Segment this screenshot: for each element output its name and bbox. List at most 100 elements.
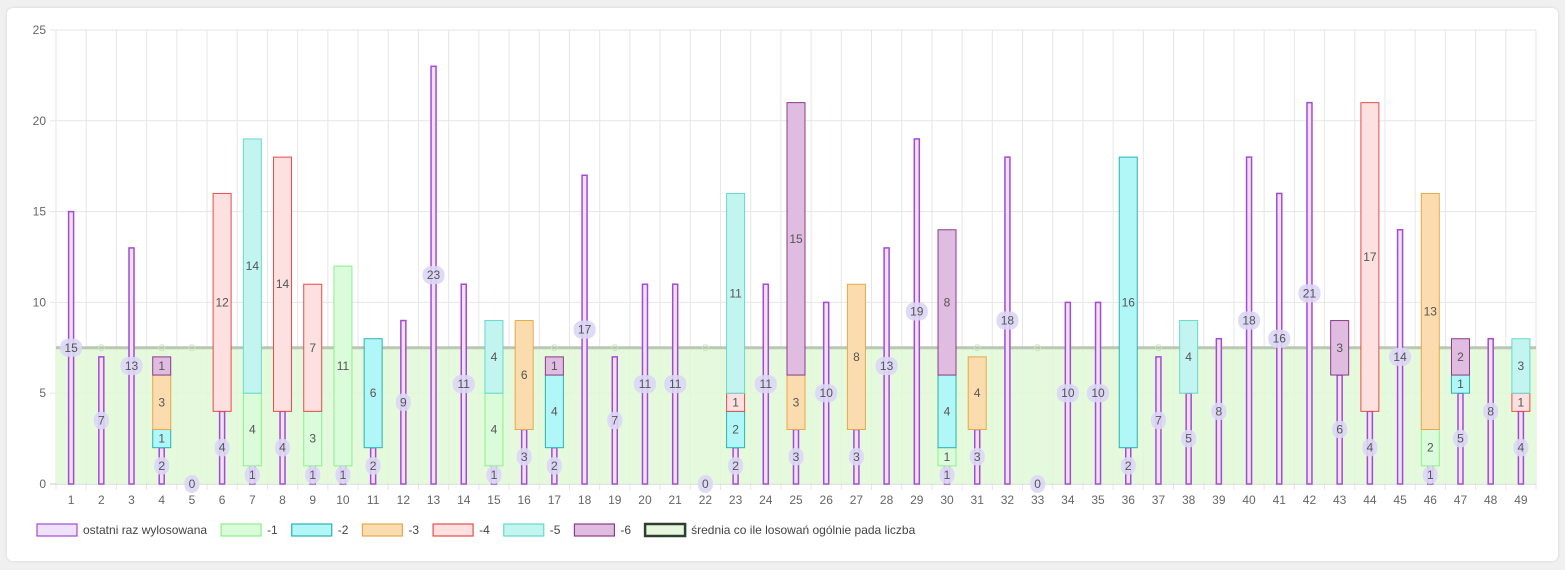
- x-tick-label: 40: [1242, 493, 1256, 507]
- label-bubble: [395, 393, 411, 412]
- segment-label: 2: [551, 459, 558, 473]
- label-bubble: [788, 447, 804, 466]
- label-bubble: [1452, 429, 1468, 448]
- segment-label: 11: [760, 377, 773, 391]
- x-tick-label: 14: [457, 493, 471, 507]
- x-tick-label: 10: [336, 493, 350, 507]
- legend-label: -4: [479, 523, 490, 537]
- segment-label: 7: [309, 341, 316, 355]
- x-tick-label: 6: [219, 493, 226, 507]
- label-bubble: [875, 356, 898, 375]
- bar-offset5-38: [1179, 320, 1199, 394]
- segment-label: 7: [98, 413, 105, 427]
- segment-label: 1: [551, 359, 558, 373]
- bar-offset6-17: [544, 356, 564, 376]
- segment-label: 4: [1518, 441, 1525, 455]
- label-bubble: [573, 320, 596, 339]
- legend-label: -5: [550, 523, 561, 537]
- segment-label: 1: [158, 359, 165, 373]
- segment-label: 5: [1457, 432, 1464, 446]
- average-point: [97, 344, 105, 352]
- segment-label: 8: [1487, 404, 1494, 418]
- legend-label: średnia co ile losowań ogólnie pada licz…: [691, 523, 915, 537]
- segment-label: 4: [1367, 441, 1374, 455]
- segment-label: 7: [611, 413, 618, 427]
- segment-label: 1: [158, 432, 165, 446]
- bar-offset6-4: [152, 356, 172, 376]
- legend-label: ostatni raz wylosowana: [83, 523, 207, 537]
- segment-label: 11: [458, 377, 471, 391]
- label-bubble: [1238, 311, 1261, 330]
- segment-label: 2: [732, 459, 739, 473]
- segment-label: 13: [1424, 304, 1438, 318]
- x-tick-label: 43: [1333, 493, 1347, 507]
- x-tick-label: 1: [68, 493, 75, 507]
- segment-label: 15: [789, 232, 803, 246]
- label-bubble: [607, 411, 623, 430]
- segment-label: 5: [1185, 432, 1192, 446]
- segment-label: 3: [853, 450, 860, 464]
- bar-offset5-49: [1511, 338, 1531, 394]
- segment-label: 1: [340, 468, 347, 482]
- x-tick-label: 31: [971, 493, 985, 507]
- y-tick-label: 10: [33, 295, 47, 309]
- label-bubble: [1120, 456, 1136, 475]
- label-bubble: [815, 384, 838, 403]
- legend: ostatni raz wylosowana -1 -2 -3 -4 -5 -6 średni…: [36, 522, 916, 538]
- segment-label: 1: [1457, 377, 1464, 391]
- segment-label: 14: [1393, 350, 1407, 364]
- legend-label: -6: [620, 523, 631, 537]
- legend-swatch: [643, 522, 687, 538]
- bar-offset6-25: [786, 102, 806, 376]
- segment-label: 6: [1336, 423, 1343, 437]
- x-tick-label: 15: [487, 493, 501, 507]
- segment-label: 16: [1122, 295, 1136, 309]
- label-bubble: [905, 302, 928, 321]
- segment-label: 11: [337, 359, 350, 373]
- x-tick-label: 5: [189, 493, 196, 507]
- legend-swatch: [503, 523, 545, 537]
- x-tick-label: 20: [638, 493, 652, 507]
- y-tick-label: 25: [33, 23, 47, 37]
- segment-label: 3: [521, 450, 528, 464]
- segment-label: 1: [944, 450, 951, 464]
- y-tick-label: 0: [39, 477, 46, 491]
- segment-label: 6: [370, 386, 377, 400]
- segment-label: 14: [276, 277, 290, 291]
- label-bubble: [60, 338, 83, 357]
- y-tick-label: 15: [33, 205, 47, 219]
- segment-label: 19: [910, 304, 924, 318]
- label-bubble: [664, 375, 687, 394]
- label-bubble: [1056, 384, 1079, 403]
- segment-label: 17: [1363, 250, 1377, 264]
- segment-label: 1: [732, 395, 739, 409]
- segment-label: 8: [944, 295, 951, 309]
- bar-offset5-15: [484, 320, 504, 394]
- segment-label: 14: [246, 259, 260, 273]
- segment-labels: 1571321310412141441413711126923111443624…: [60, 232, 1529, 493]
- label-bubble: [1332, 420, 1348, 439]
- segment-label: 4: [491, 423, 498, 437]
- bar-offset6-47: [1450, 338, 1470, 376]
- segment-label: 3: [793, 450, 800, 464]
- segment-label: 2: [1457, 350, 1464, 364]
- segment-label: 16: [1273, 332, 1287, 346]
- label-bubble: [214, 438, 230, 457]
- label-bubble: [120, 356, 143, 375]
- bar-offset4-8: [273, 156, 293, 412]
- segment-label: 4: [249, 423, 256, 437]
- label-bubble: [335, 465, 351, 484]
- segment-label: 4: [279, 441, 286, 455]
- label-bubble: [93, 411, 109, 430]
- bar-offset3-16: [514, 320, 534, 431]
- x-tick-label: 16: [517, 493, 531, 507]
- x-tick-label: 19: [608, 493, 622, 507]
- x-tick-label: 38: [1182, 493, 1196, 507]
- legend-swatch: [432, 523, 474, 537]
- x-tick-label: 35: [1091, 493, 1105, 507]
- segment-label: 8: [853, 350, 860, 364]
- label-bubble: [1389, 347, 1412, 366]
- label-bubble: [848, 447, 864, 466]
- segment-label: 10: [1061, 386, 1075, 400]
